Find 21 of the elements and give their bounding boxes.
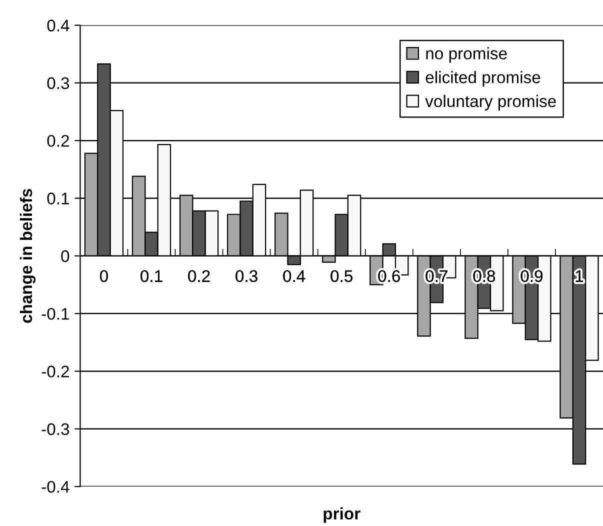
- y-tick-label: -0.4: [42, 480, 70, 493]
- y-tick-label: -0.2: [42, 366, 69, 378]
- x-tick-label: 1: [576, 270, 584, 282]
- y-tick-label: 0.3: [47, 77, 70, 90]
- y-tick-label: 0.4: [47, 20, 70, 32]
- x-tick-label: 0.4: [283, 270, 306, 282]
- y-tick-label: -0.1: [42, 308, 69, 320]
- x-tick-label: 0: [100, 270, 108, 282]
- legend-label: no promise: [426, 47, 507, 63]
- x-axis-title: prior: [324, 507, 360, 523]
- y-tick-label: 0.1: [47, 192, 69, 204]
- legend-label: voluntary promise: [425, 94, 556, 110]
- x-tick-label: 0.1: [140, 270, 162, 282]
- x-tick-label: 0.5: [330, 270, 352, 282]
- legend-label: elicited promise: [426, 71, 540, 87]
- y-axis-title: change in beliefs: [20, 188, 36, 323]
- y-tick-label: 0.2: [47, 134, 69, 147]
- x-tick-label: 0.2: [188, 270, 210, 282]
- y-tick-label: 0: [61, 250, 70, 262]
- x-tick-label: 0.3: [236, 270, 258, 282]
- y-tick-label: -0.3: [42, 423, 70, 436]
